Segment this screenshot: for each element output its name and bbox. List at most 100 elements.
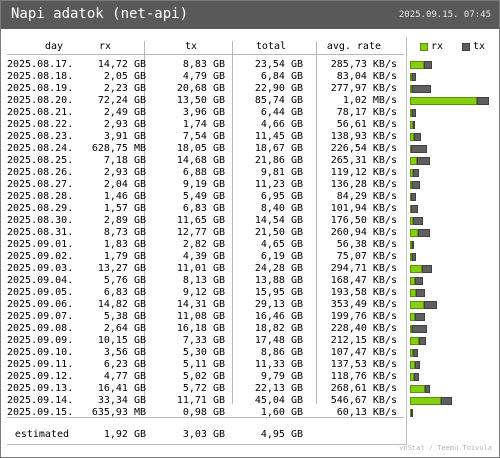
rx-cell: 14,72 GB [97, 59, 146, 70]
tx-cell: 0,98 GB [182, 407, 225, 418]
rx-bar [410, 253, 412, 261]
tx-bar [424, 61, 432, 69]
rx-bar [410, 217, 413, 225]
tx-cell: 18,05 GB [176, 143, 225, 154]
rate-cell: 193,58 KB/s [330, 287, 397, 298]
rx-cell: 5,76 GB [103, 275, 146, 286]
estimated-label: estimated [14, 429, 69, 440]
header-tx: tx [184, 41, 197, 52]
rate-cell: 136,28 KB/s [330, 179, 397, 190]
rate-cell: 56,61 KB/s [336, 119, 397, 130]
tx-bar [415, 277, 423, 285]
total-cell: 13,88 GB [254, 275, 303, 286]
tx-bar [412, 181, 420, 189]
tx-cell: 8,83 GB [182, 59, 225, 70]
tx-cell: 11,71 GB [176, 395, 225, 406]
rx-cell: 2,64 GB [103, 323, 146, 334]
rate-cell: 260,94 KB/s [330, 227, 397, 238]
day-cell: 2025.08.22. [7, 119, 74, 130]
rate-cell: 118,76 KB/s [330, 371, 397, 382]
tx-bar [419, 337, 426, 345]
rx-bar [410, 133, 414, 141]
rx-bar [410, 277, 415, 285]
total-cell: 24,28 GB [254, 263, 303, 274]
total-cell: 15,95 GB [254, 287, 303, 298]
rx-bar [410, 229, 418, 237]
credit-text: vnStat / Teemu Toivola [399, 444, 492, 452]
tx-cell: 20,68 GB [176, 83, 225, 94]
rate-cell: 83,04 KB/s [336, 71, 397, 82]
tx-cell: 5,11 GB [182, 359, 225, 370]
rate-cell: 294,71 KB/s [330, 263, 397, 274]
tx-cell: 9,19 GB [182, 179, 225, 190]
rx-bar [410, 61, 424, 69]
rx-bar [410, 349, 413, 357]
total-cell: 11,45 GB [254, 131, 303, 142]
total-cell: 6,84 GB [260, 71, 303, 82]
day-cell: 2025.09.12. [7, 371, 74, 382]
tx-cell: 4,39 GB [182, 251, 225, 262]
rx-bar [410, 97, 477, 105]
tx-bar [413, 349, 418, 357]
tx-cell: 16,18 GB [176, 323, 225, 334]
rate-cell: 268,61 KB/s [330, 383, 397, 394]
total-cell: 8,86 GB [260, 347, 303, 358]
total-cell: 4,66 GB [260, 119, 303, 130]
legend-tx-swatch [462, 43, 470, 51]
rx-cell: 1,83 GB [103, 239, 146, 250]
total-cell: 14,54 GB [254, 215, 303, 226]
rx-bar [410, 361, 415, 369]
tx-cell: 6,83 GB [182, 203, 225, 214]
rate-cell: 107,47 KB/s [330, 347, 397, 358]
estimated-total: 4,95 GB [260, 429, 303, 440]
rx-cell: 2,93 GB [103, 167, 146, 178]
rate-cell: 212,15 KB/s [330, 335, 397, 346]
tx-cell: 9,12 GB [182, 287, 225, 298]
page-title: Napi adatok (net-api) [11, 6, 189, 22]
total-cell: 85,74 GB [254, 95, 303, 106]
rx-bar [410, 397, 441, 405]
tx-cell: 11,08 GB [176, 311, 225, 322]
rate-cell: 199,76 KB/s [330, 311, 397, 322]
rx-cell: 1,79 GB [103, 251, 146, 262]
day-cell: 2025.09.01. [7, 239, 74, 250]
day-cell: 2025.09.06. [7, 299, 74, 310]
rate-cell: 353,49 KB/s [330, 299, 397, 310]
day-cell: 2025.08.30. [7, 215, 74, 226]
rx-cell: 16,41 GB [97, 383, 146, 394]
day-cell: 2025.09.09. [7, 335, 74, 346]
rx-cell: 1,46 GB [103, 191, 146, 202]
rate-cell: 60,13 KB/s [336, 407, 397, 418]
total-cell: 22,90 GB [254, 83, 303, 94]
day-cell: 2025.09.03. [7, 263, 74, 274]
total-cell: 9,81 GB [260, 167, 303, 178]
total-cell: 8,40 GB [260, 203, 303, 214]
tx-cell: 5,30 GB [182, 347, 225, 358]
rate-cell: 119,12 KB/s [330, 167, 397, 178]
rx-bar [410, 181, 412, 189]
rx-cell: 2,05 GB [103, 71, 146, 82]
rate-cell: 228,40 KB/s [330, 323, 397, 334]
rx-cell: 2,23 GB [103, 83, 146, 94]
day-cell: 2025.08.24. [7, 143, 74, 154]
day-cell: 2025.09.04. [7, 275, 74, 286]
rx-cell: 4,77 GB [103, 371, 146, 382]
rate-cell: 168,47 KB/s [330, 275, 397, 286]
estimate-divider [7, 417, 404, 418]
total-cell: 11,33 GB [254, 359, 303, 370]
rx-cell: 72,24 GB [97, 95, 146, 106]
rx-bar [410, 385, 425, 393]
rate-cell: 226,54 KB/s [330, 143, 397, 154]
total-cell: 6,19 GB [260, 251, 303, 262]
day-cell: 2025.08.23. [7, 131, 74, 142]
day-cell: 2025.09.11. [7, 359, 74, 370]
header-day: day [44, 41, 63, 52]
tx-bar [418, 229, 430, 237]
column-divider [316, 41, 317, 404]
tx-cell: 11,01 GB [176, 263, 225, 274]
tx-bar [416, 289, 425, 297]
rate-cell: 138,93 KB/s [330, 131, 397, 142]
column-divider [232, 41, 233, 404]
timestamp: 2025.09.15. 07:45 [398, 10, 491, 20]
rate-cell: 265,31 KB/s [330, 155, 397, 166]
